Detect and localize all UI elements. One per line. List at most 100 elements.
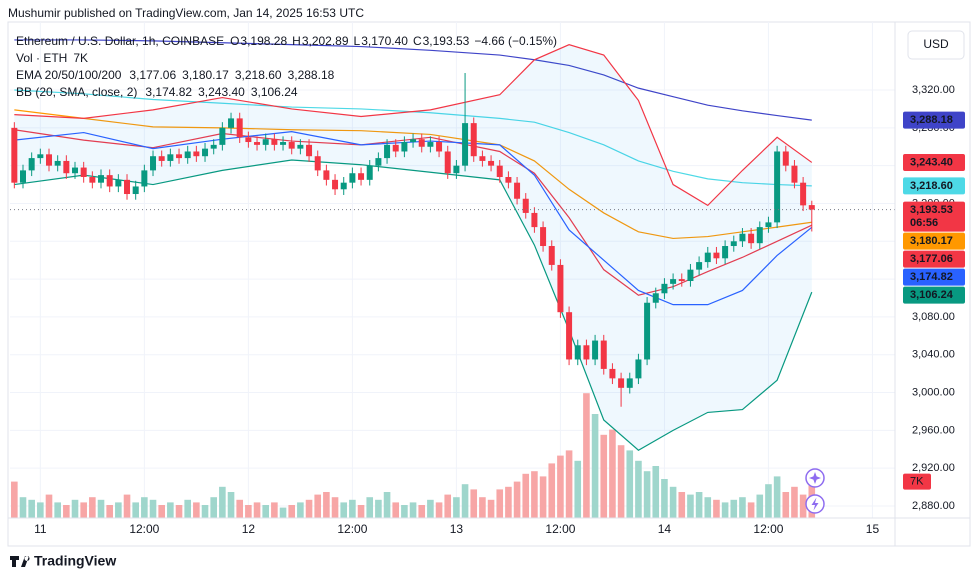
candle-body [496,165,503,178]
volume-bar [383,492,391,518]
candle-body [722,246,729,259]
volume-bar [635,460,642,518]
legend-text: Vol · ETH [16,51,67,65]
candle-body [522,198,529,213]
volume-bar [617,445,625,518]
candle-body [288,142,295,149]
candle-body [782,151,789,166]
volume-bar [418,505,426,518]
volume-bar [210,497,217,518]
volume-bar [253,502,261,518]
candle-body [98,175,105,183]
volume-bar [71,499,79,518]
y-tick-label: 3,000.00 [912,386,955,398]
candle-body [678,279,685,281]
candle-body [176,154,183,159]
volume-bar [37,502,44,518]
legend-text: H [292,34,301,48]
volume-bar [11,481,18,518]
ai-icon-star [809,472,821,484]
price-tag-label: 3,288.18 [910,114,953,126]
candles [10,73,895,407]
volume-bar [626,450,634,518]
candle-body [314,156,321,171]
volume-bar [609,429,616,518]
candle-body [470,123,477,157]
candle-body [245,137,252,143]
candle-body [566,312,573,360]
candle-body [280,142,287,145]
candle-body [124,179,131,195]
candle-body [410,139,417,143]
candle-body [184,151,191,159]
legend-text: BB (20, SMA, close, 2) [16,85,137,99]
candle-body [28,158,35,171]
volume-bar [245,505,252,518]
candle-body [756,227,763,244]
candle-body [696,262,703,270]
volume-bar [184,499,191,518]
volume-bar [479,497,486,518]
x-tick-label: 12 [242,522,256,536]
candle-body [228,118,235,128]
candle-body [626,378,633,388]
volume-bar [227,492,235,518]
volume-bar [89,497,96,518]
brand-logo [10,556,30,567]
legend-text: 3,198.28 [240,34,287,48]
volume-bar [271,502,278,518]
candle-body [713,252,720,259]
candle-body [332,179,339,190]
volume-bar [661,479,668,518]
candle-body [687,269,694,281]
candle-body [609,368,616,379]
candle-body [202,148,209,157]
indicator-line [14,159,813,451]
y-tick-label: 2,960.00 [912,424,955,436]
candle-body [540,227,547,247]
candle-body [271,139,278,145]
candle-body [514,182,521,199]
candle-body [479,156,486,161]
candle-body [661,283,668,294]
volume-bar [375,499,382,518]
candle-body [72,167,79,174]
volume-bar [45,494,53,518]
y-tick-label: 3,040.00 [912,349,955,361]
volume-bar [175,505,183,518]
candle-body [704,252,711,263]
volume-bar [782,492,790,518]
candle-body [531,212,538,228]
volume-bar [167,502,174,518]
y-tick-label: 2,880.00 [912,500,955,512]
candle-body [115,179,122,187]
candle-body [80,167,87,178]
price-tag-label: 3,218.60 [910,180,953,192]
volume-bar [721,502,729,518]
price-tag-label: 06:56 [910,217,938,229]
price-tag-label: 3,193.53 [910,204,953,216]
volume-bar [773,476,781,518]
price-tag [903,177,965,195]
volume-bar [305,499,313,518]
candle-body [358,173,365,180]
candle-body [557,264,564,313]
volume-bar [557,455,564,518]
volume-bar [401,505,408,518]
volume-bar [461,484,469,518]
currency-button[interactable] [907,30,965,60]
legend-text: 3,106.24 [251,85,298,99]
price-tag [903,232,965,250]
candle-body [808,205,815,210]
volume-bar [123,494,131,518]
volume-bar [357,505,365,518]
candle-body [106,175,113,187]
currency-label: USD [923,37,949,51]
candle-body [418,139,425,147]
candle-body [20,170,27,183]
candle-body [219,127,226,145]
volume-bar [340,502,348,518]
candle-body [193,151,200,157]
price-tag-label: 3,174.82 [910,271,953,283]
